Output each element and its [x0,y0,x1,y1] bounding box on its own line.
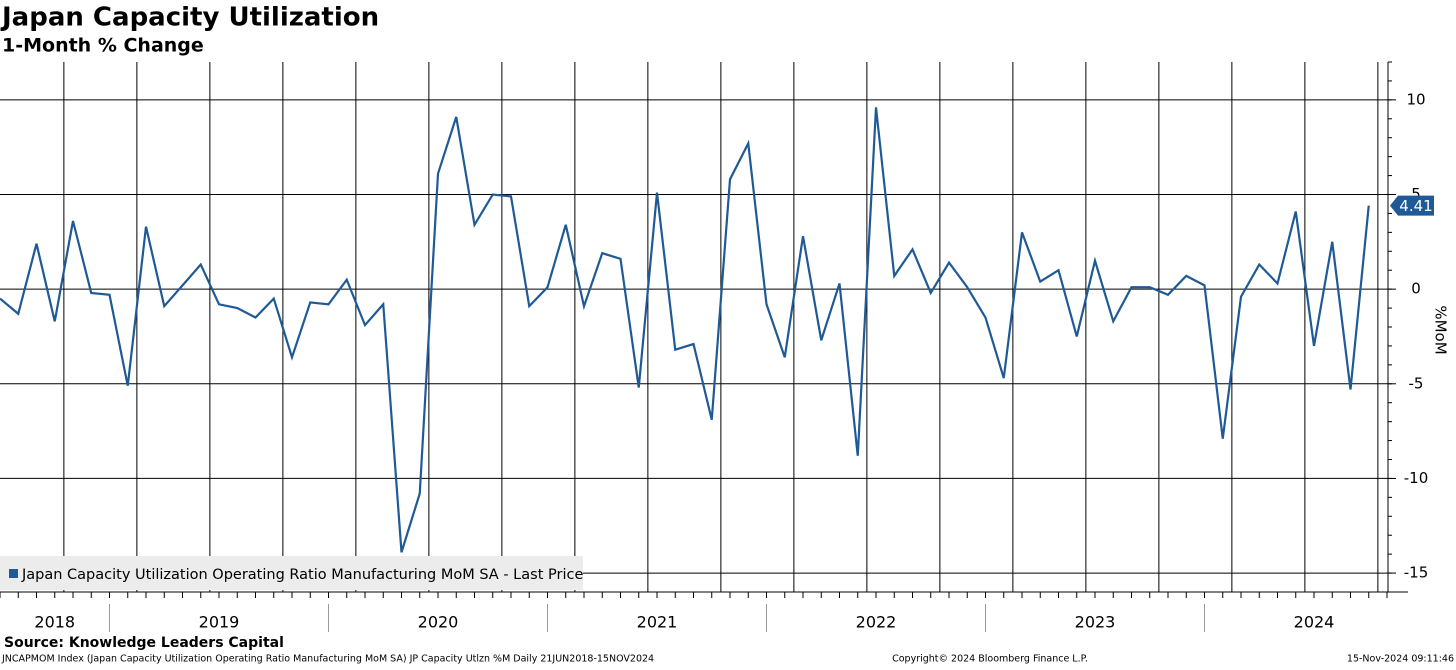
series-line [0,107,1370,553]
y-tick-label: 10 [1406,90,1425,108]
last-value-label: 4.41 [1399,197,1432,215]
y-tick-label: -15 [1404,564,1429,582]
footer-left: JNCAPMOM Index (Japan Capacity Utilizati… [1,654,654,665]
x-tick-label: 2021 [637,613,678,632]
y-tick-label: -5 [1409,374,1424,392]
x-tick-label: 2023 [1075,613,1116,632]
x-tick-label: 2022 [856,613,897,632]
last-value-tag [1390,195,1434,216]
legend-swatch [9,569,18,578]
chart-subtitle: 1-Month % Change [2,35,204,57]
y-axis-label: %MoM [1432,305,1450,354]
y-tick-label: 5 [1411,185,1421,203]
legend-label: Japan Capacity Utilization Operating Rat… [21,567,583,583]
source: Source: Knowledge Leaders Capital [4,635,284,651]
x-tick-label: 2024 [1294,613,1335,632]
y-tick-label: 0 [1411,280,1421,298]
x-tick-label: 2018 [34,613,75,632]
chart-title: Japan Capacity Utilization [0,3,379,33]
x-tick-label: 2019 [199,613,240,632]
legend-box [0,556,583,590]
y-tick-label: -10 [1404,469,1429,487]
x-tick-label: 2020 [418,613,459,632]
footer-center: Copyright© 2024 Bloomberg Finance L.P. [892,654,1088,665]
footer-right: 15-Nov-2024 09:11:46 [1347,654,1454,665]
